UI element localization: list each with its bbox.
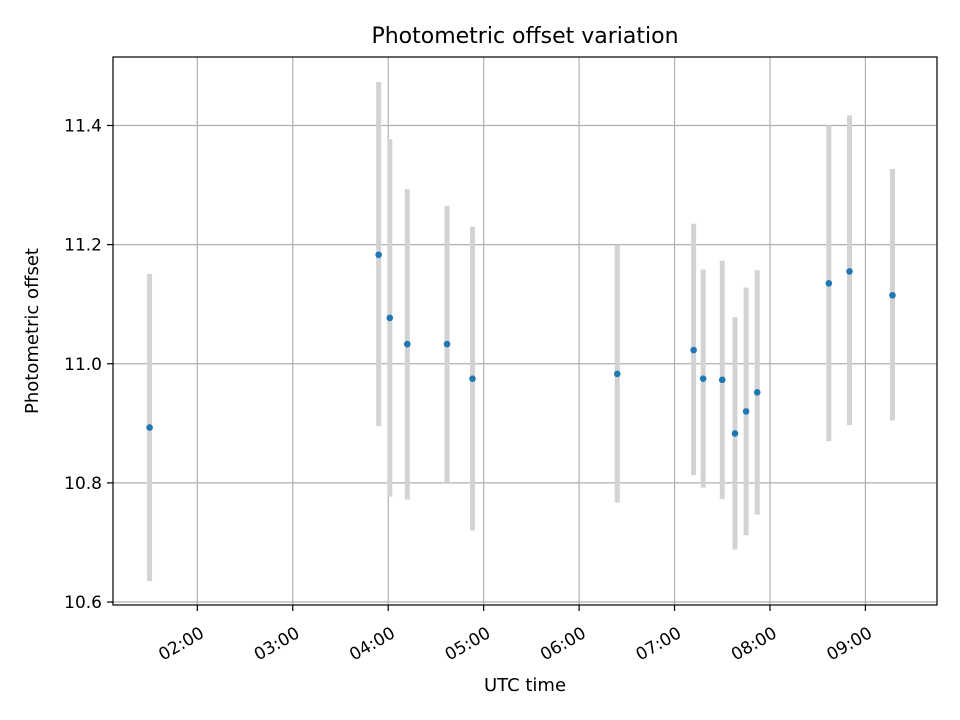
- grid-layer: [113, 57, 937, 605]
- y-tick-label: 11.4: [64, 117, 102, 137]
- data-point: [753, 389, 761, 396]
- data-point: [403, 340, 411, 348]
- chart-title: Photometric offset variation: [371, 24, 678, 49]
- x-tick-label: 08:00: [728, 623, 780, 665]
- data-point: [386, 314, 394, 322]
- data-point: [443, 340, 451, 348]
- y-tick-label: 10.6: [64, 593, 102, 613]
- data-point: [699, 375, 707, 382]
- data-point: [731, 430, 739, 437]
- data-point: [469, 375, 476, 382]
- data-point: [846, 268, 853, 275]
- data-point: [889, 291, 896, 299]
- data-point: [825, 280, 833, 287]
- plot-frame: [112, 56, 938, 606]
- data-point: [742, 408, 750, 415]
- data-point: [613, 370, 621, 378]
- x-tick-label: 06:00: [537, 623, 589, 665]
- x-tick-label: 05:00: [442, 623, 494, 665]
- y-axis-label: Photometric offset: [22, 248, 43, 414]
- x-tick-label: 07:00: [633, 623, 685, 665]
- x-tick-label: 09:00: [823, 623, 875, 665]
- data-point: [718, 376, 726, 384]
- y-tick-label: 10.8: [64, 474, 102, 494]
- data-point: [146, 424, 153, 431]
- x-tick-label: 03:00: [251, 623, 303, 665]
- x-tick-label: 02:00: [155, 623, 207, 665]
- data-point: [690, 346, 697, 354]
- errorbar-layer: [147, 82, 895, 582]
- x-axis-label: UTC time: [484, 675, 566, 696]
- x-tick-label: 04:00: [346, 623, 398, 665]
- data-point: [375, 251, 382, 259]
- y-tick-label: 11.2: [64, 236, 102, 256]
- y-tick-label: 11.0: [64, 355, 102, 375]
- point-layer: [146, 251, 896, 437]
